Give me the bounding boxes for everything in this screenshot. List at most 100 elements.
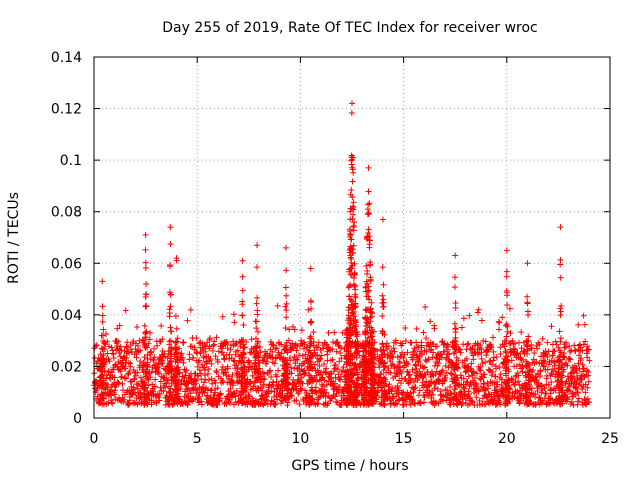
data-point [409,366,416,373]
data-point [582,338,589,345]
data-point [348,378,355,385]
data-point [386,381,393,388]
data-point [343,369,350,376]
data-point [283,300,290,307]
data-point [167,224,174,231]
data-point [281,358,288,365]
data-point [523,392,530,399]
data-point [544,353,551,360]
data-point [134,342,141,349]
data-point [575,321,582,328]
y-axis-label: ROTI / TECUs [6,192,22,284]
data-point [347,281,354,288]
data-point [269,348,276,355]
data-point [511,346,518,353]
data-point [370,351,377,358]
data-point [531,350,538,357]
axis-ticks: 0 0.02 0.04 0.06 0.08 0.1 0.12 0.14 0 5 10 15 20 25 [51,50,619,447]
data-point [505,392,512,399]
data-point [524,293,531,300]
data-point [497,401,504,408]
data-point [460,375,467,382]
data-point [464,379,471,386]
data-point [166,313,173,320]
data-point [504,289,511,296]
chart-title: Day 255 of 2019, Rate Of TEC Index for r… [162,20,538,36]
data-point [184,317,191,324]
data-point [270,379,277,386]
data-point [381,382,388,389]
data-point [147,374,154,381]
data-point [115,338,122,345]
data-point [345,314,352,321]
data-point [215,348,222,355]
data-point [232,393,239,400]
data-point [175,379,182,386]
data-point [158,322,165,329]
data-point [369,400,376,407]
data-point [452,252,459,259]
data-point [516,400,523,407]
data-point [397,380,404,387]
data-point [179,354,186,361]
data-point [137,358,144,365]
data-point [98,390,105,397]
data-point [557,305,564,312]
data-point [497,371,504,378]
data-point [222,339,229,346]
data-point [482,338,489,345]
data-point [194,372,201,379]
data-point [352,361,359,368]
data-point [486,366,493,373]
data-point [412,384,419,391]
data-point [574,389,581,396]
data-point [368,347,375,354]
data-point [361,391,368,398]
data-point [180,359,187,366]
data-point [343,381,350,388]
data-point [457,399,464,406]
data-point [238,364,245,371]
data-point [488,372,495,379]
data-point [492,387,499,394]
x-tick-label: 5 [193,431,202,447]
data-point [580,365,587,372]
data-point [275,367,282,374]
data-point [130,386,137,393]
data-point [470,369,477,376]
data-point [519,364,526,371]
data-point [167,303,174,310]
data-point [407,375,414,382]
data-point [338,401,345,408]
data-point [347,243,354,250]
data-point [297,385,304,392]
data-point [451,284,458,291]
data-point [501,343,508,350]
data-point [415,358,422,365]
data-point [524,360,531,367]
data-point [286,326,293,333]
data-point [348,205,355,212]
data-point [559,372,566,379]
data-point [131,375,138,382]
data-point [379,341,386,348]
data-point [219,377,226,384]
data-point [503,385,510,392]
data-point [253,374,260,381]
data-point [240,359,247,366]
data-point [234,365,241,372]
data-point [452,334,459,341]
data-point [436,378,443,385]
data-point [134,385,141,392]
data-point [239,287,246,294]
data-point [331,380,338,387]
data-point [126,397,133,404]
data-point [489,334,496,341]
data-point [368,366,375,373]
data-point [281,376,288,383]
x-tick-label: 20 [498,431,516,447]
data-point [555,381,562,388]
data-point [400,355,407,362]
data-point [99,332,106,339]
data-point [100,337,107,344]
